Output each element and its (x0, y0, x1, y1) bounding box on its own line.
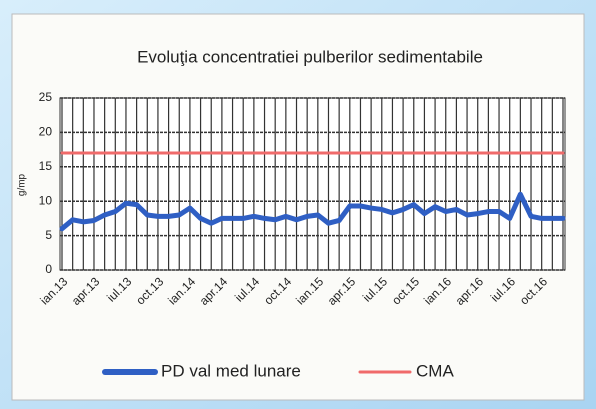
y-tick-label: 10 (39, 193, 53, 207)
y-axis-label: g/mp (17, 173, 28, 196)
plot-area (59, 97, 566, 271)
series-line (59, 191, 566, 232)
y-tick-label: 5 (45, 228, 52, 242)
y-tick-label: 25 (39, 90, 53, 104)
y-tick-label: 20 (39, 125, 53, 139)
legend-label: CMA (416, 361, 454, 380)
y-tick-label: 0 (45, 262, 52, 276)
chart-title: Evoluţia concentratiei pulberilor sedime… (137, 47, 483, 66)
legend-label: PD val med lunare (161, 361, 301, 380)
y-tick-label: 15 (39, 159, 53, 173)
